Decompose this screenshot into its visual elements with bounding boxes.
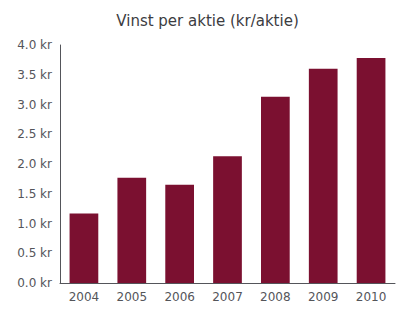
svg-text:2.5 kr: 2.5 kr [17,127,52,141]
svg-text:2009: 2009 [308,290,339,304]
svg-text:2.0 kr: 2.0 kr [17,157,52,171]
svg-text:2007: 2007 [212,290,243,304]
svg-text:3.5 kr: 3.5 kr [17,68,52,82]
svg-text:3.0 kr: 3.0 kr [17,98,52,112]
svg-text:Vinst per aktie (kr/aktie): Vinst per aktie (kr/aktie) [116,12,298,30]
svg-text:2008: 2008 [260,290,291,304]
svg-text:2010: 2010 [356,290,387,304]
svg-text:2004: 2004 [69,290,100,304]
svg-text:2005: 2005 [117,290,148,304]
svg-text:0.0 kr: 0.0 kr [17,276,52,290]
svg-text:2006: 2006 [164,290,195,304]
svg-text:1.5 kr: 1.5 kr [17,187,52,201]
svg-text:4.0 kr: 4.0 kr [17,38,52,52]
svg-text:0.5 kr: 0.5 kr [17,246,52,260]
svg-text:1.0 kr: 1.0 kr [17,217,52,231]
